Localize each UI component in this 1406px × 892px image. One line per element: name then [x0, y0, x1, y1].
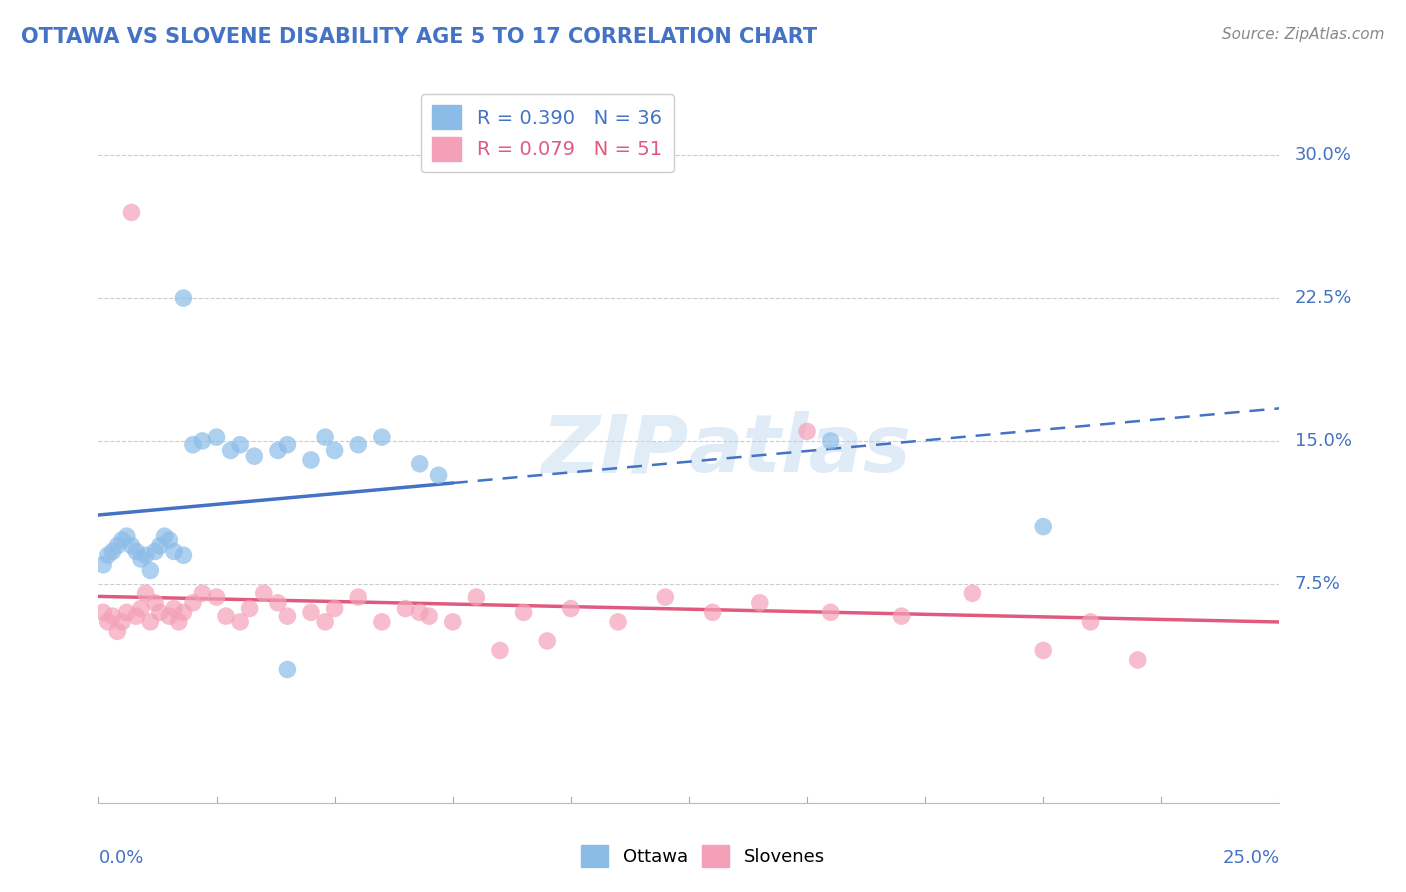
Point	[101, 609, 124, 624]
Point	[229, 438, 252, 452]
Point	[702, 605, 724, 619]
Point	[149, 539, 172, 553]
Point	[181, 596, 204, 610]
Point	[181, 438, 204, 452]
Point	[91, 558, 114, 572]
Point	[560, 601, 582, 615]
Point	[135, 586, 157, 600]
Point	[172, 605, 194, 619]
Point	[276, 438, 298, 452]
Point	[129, 601, 152, 615]
Point	[111, 533, 134, 547]
Point	[276, 663, 298, 677]
Point	[1126, 653, 1149, 667]
Point	[121, 205, 143, 219]
Point	[323, 601, 346, 615]
Point	[276, 609, 298, 624]
Point	[149, 605, 172, 619]
Point	[191, 586, 214, 600]
Point	[820, 434, 842, 448]
Point	[962, 586, 984, 600]
Point	[243, 449, 266, 463]
Point	[125, 609, 148, 624]
Point	[115, 529, 138, 543]
Point	[157, 533, 180, 547]
Point	[101, 544, 124, 558]
Point	[1080, 615, 1102, 629]
Point	[121, 539, 143, 553]
Point	[371, 615, 394, 629]
Point	[105, 539, 128, 553]
Point	[239, 601, 262, 615]
Text: 7.5%: 7.5%	[1295, 574, 1341, 593]
Point	[427, 468, 450, 483]
Point	[418, 609, 440, 624]
Text: OTTAWA VS SLOVENE DISABILITY AGE 5 TO 17 CORRELATION CHART: OTTAWA VS SLOVENE DISABILITY AGE 5 TO 17…	[21, 27, 817, 46]
Point	[1032, 519, 1054, 533]
Point	[1032, 643, 1054, 657]
Point	[139, 564, 162, 578]
Point	[167, 615, 190, 629]
Point	[205, 590, 228, 604]
Point	[347, 590, 370, 604]
Point	[347, 438, 370, 452]
Text: ZIP: ZIP	[541, 411, 689, 490]
Point	[135, 548, 157, 562]
Point	[323, 443, 346, 458]
Point	[607, 615, 630, 629]
Legend: R = 0.390   N = 36, R = 0.079   N = 51: R = 0.390 N = 36, R = 0.079 N = 51	[420, 94, 673, 172]
Text: 0.0%: 0.0%	[98, 848, 143, 867]
Point	[97, 615, 120, 629]
Point	[143, 544, 166, 558]
Text: Source: ZipAtlas.com: Source: ZipAtlas.com	[1222, 27, 1385, 42]
Point	[314, 615, 336, 629]
Point	[512, 605, 534, 619]
Point	[215, 609, 238, 624]
Point	[111, 615, 134, 629]
Point	[820, 605, 842, 619]
Point	[489, 643, 512, 657]
Text: 15.0%: 15.0%	[1295, 432, 1351, 450]
Point	[796, 425, 818, 439]
Point	[371, 430, 394, 444]
Point	[748, 596, 770, 610]
Text: 25.0%: 25.0%	[1222, 848, 1279, 867]
Point	[143, 596, 166, 610]
Point	[191, 434, 214, 448]
Point	[153, 529, 176, 543]
Point	[139, 615, 162, 629]
Point	[465, 590, 488, 604]
Point	[163, 544, 186, 558]
Legend: Ottawa, Slovenes: Ottawa, Slovenes	[574, 838, 832, 874]
Point	[91, 605, 114, 619]
Text: 22.5%: 22.5%	[1295, 289, 1353, 307]
Point	[408, 605, 430, 619]
Point	[890, 609, 912, 624]
Point	[654, 590, 676, 604]
Point	[205, 430, 228, 444]
Point	[125, 544, 148, 558]
Point	[394, 601, 416, 615]
Point	[129, 552, 152, 566]
Text: atlas: atlas	[689, 411, 911, 490]
Point	[219, 443, 242, 458]
Point	[267, 443, 290, 458]
Point	[172, 291, 194, 305]
Point	[299, 605, 322, 619]
Point	[105, 624, 128, 639]
Point	[536, 634, 558, 648]
Point	[157, 609, 180, 624]
Point	[229, 615, 252, 629]
Point	[253, 586, 276, 600]
Text: 30.0%: 30.0%	[1295, 146, 1351, 164]
Point	[408, 457, 430, 471]
Point	[115, 605, 138, 619]
Point	[163, 601, 186, 615]
Point	[172, 548, 194, 562]
Point	[97, 548, 120, 562]
Point	[441, 615, 464, 629]
Point	[314, 430, 336, 444]
Point	[299, 453, 322, 467]
Point	[267, 596, 290, 610]
